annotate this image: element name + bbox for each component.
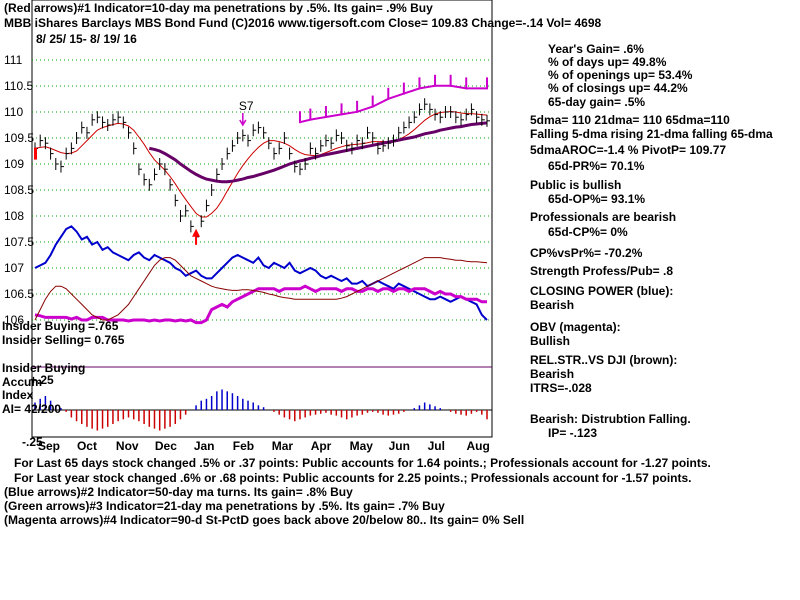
stat-line: Strength Profess/Pub= .8 bbox=[530, 264, 673, 278]
header-title: MBB iShares Barclays MBS Bond Fund (C)20… bbox=[4, 16, 602, 30]
footer-line: (Blue arrows)#2 Indicator=50-day ma turn… bbox=[4, 485, 353, 499]
accum-plus-label: +.25 bbox=[30, 373, 54, 387]
stat-line: Bullish bbox=[530, 334, 570, 348]
x-tick-label: Feb bbox=[233, 439, 254, 453]
stat-line: % of closings up= 44.2% bbox=[548, 81, 688, 95]
x-tick-label: Jan bbox=[194, 439, 215, 453]
stat-line: Year's Gain= .6% bbox=[548, 42, 644, 56]
red-signal-mark bbox=[34, 147, 37, 160]
x-tick-label: Sep bbox=[38, 439, 60, 453]
magenta-arrow-icon bbox=[239, 113, 247, 127]
x-tick-label: Jun bbox=[389, 439, 410, 453]
signal-label: S7 bbox=[239, 99, 254, 113]
stat-line: IP= -.123 bbox=[548, 426, 597, 440]
x-tick-label: Apr bbox=[311, 439, 332, 453]
series-closing-power bbox=[34, 225, 488, 321]
accum-label: Accum bbox=[2, 375, 42, 389]
red-arrow-icon bbox=[192, 228, 201, 237]
x-tick-label: May bbox=[350, 439, 374, 453]
x-tick-label: Nov bbox=[116, 439, 139, 453]
y-tick-label: 108 bbox=[4, 209, 24, 223]
y-tick-label: 109.5 bbox=[4, 131, 34, 145]
stat-line: 5dma= 110 21dma= 110 65dma=110 bbox=[530, 113, 730, 127]
stat-line: Bearish bbox=[530, 367, 574, 381]
x-tick-label: Aug bbox=[467, 439, 490, 453]
stat-line: Bearish bbox=[530, 298, 574, 312]
insider-buying-label: Insider Buying bbox=[2, 319, 85, 333]
header-indicator-1: (Red arrows)#1 Indicator=10-day ma penet… bbox=[4, 1, 433, 15]
footer-line: (Magenta arrows)#4 Indicator=90-d St-Pct… bbox=[4, 513, 524, 527]
upper-band-line bbox=[299, 84, 487, 124]
stat-line: Falling 5-dma rising 21-dma falling 65-d… bbox=[530, 127, 773, 141]
stat-line: 65d-PR%= 70.1% bbox=[548, 159, 645, 173]
series-rel-str-vs-dji bbox=[34, 257, 488, 321]
accum-minus-label: -.25 bbox=[22, 435, 43, 449]
y-tick-label: 106 bbox=[4, 313, 24, 327]
footer-line: (Green arrows)#3 Indicator=21-day ma pen… bbox=[4, 499, 445, 513]
insider-value: =.765 bbox=[88, 319, 119, 333]
stat-line: CP%vsPr%= -70.2% bbox=[530, 246, 643, 260]
y-tick-label: 110.5 bbox=[4, 79, 33, 93]
y-tick-label: 111 bbox=[4, 53, 23, 67]
plot-frame bbox=[31, 0, 493, 438]
stat-line: Professionals are bearish bbox=[530, 210, 676, 224]
header-date-range: 8/ 25/ 15- 8/ 19/ 16 bbox=[36, 32, 137, 46]
index-label: Index bbox=[2, 388, 34, 402]
x-tick-label: Dec bbox=[155, 439, 177, 453]
stat-line: % of days up= 49.8% bbox=[548, 55, 667, 69]
x-tick-label: Oct bbox=[77, 439, 97, 453]
stat-line: OBV (magenta): bbox=[530, 320, 621, 334]
y-tick-label: 109 bbox=[4, 157, 24, 171]
footer-line: For Last year stock changed .6% or .68 p… bbox=[14, 471, 692, 485]
stat-line: Bearish: Distrubtion Falling. bbox=[530, 412, 691, 426]
x-tick-label: Jul bbox=[428, 439, 445, 453]
stat-line: 65d-OP%= 93.1% bbox=[548, 192, 645, 206]
insider-selling-label: Insider Selling= 0.765 bbox=[2, 333, 125, 347]
ai-label: AI= 42/200 bbox=[2, 402, 61, 416]
stat-line: 5dmaAROC=-1.4 % PivotP= 109.77 bbox=[530, 143, 726, 157]
y-tick-label: 106.5 bbox=[4, 287, 34, 301]
stat-line: ITRS=-.028 bbox=[530, 381, 592, 395]
y-tick-label: 107.5 bbox=[4, 235, 34, 249]
stat-line: Public is bullish bbox=[530, 178, 621, 192]
stat-line: 65-day gain= .5% bbox=[548, 95, 645, 109]
stat-line: CLOSING POWER (blue): bbox=[530, 284, 673, 298]
insider-buying-label-2: Insider Buying bbox=[2, 361, 85, 375]
series-65-dma bbox=[149, 121, 488, 184]
stat-line: 65d-CP%= 0% bbox=[548, 225, 628, 239]
x-tick-label: Mar bbox=[272, 439, 294, 453]
stat-line: REL.STR..VS DJI (brown): bbox=[530, 353, 677, 367]
y-tick-label: 107 bbox=[4, 261, 24, 275]
y-tick-label: 110 bbox=[4, 105, 23, 119]
y-tick-label: 108.5 bbox=[4, 183, 34, 197]
footer-line: For Last 65 days stock changed .5% or .3… bbox=[14, 456, 711, 470]
series-obv bbox=[34, 284, 487, 325]
stat-line: % of openings up= 53.4% bbox=[548, 68, 693, 82]
